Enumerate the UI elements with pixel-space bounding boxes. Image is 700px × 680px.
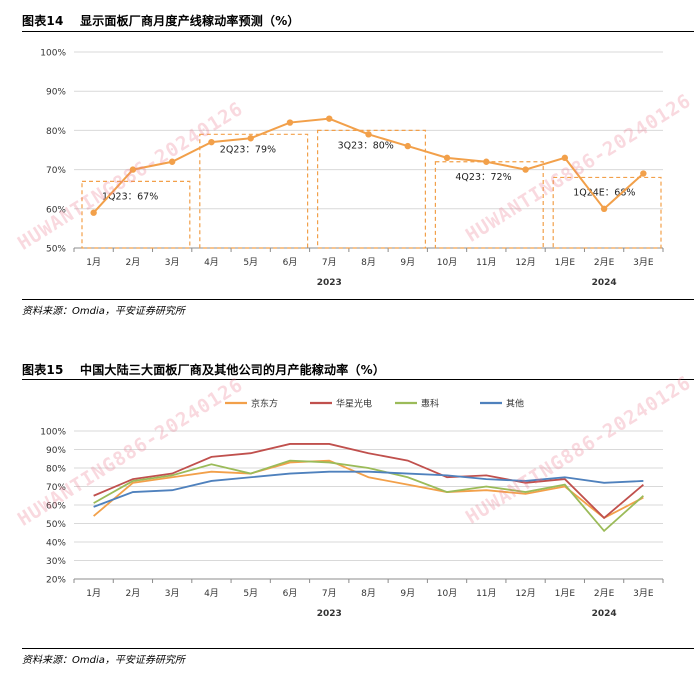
quarter-box <box>199 133 309 249</box>
y-tick-label: 40% <box>46 539 66 549</box>
y-tick-label: 70% <box>46 483 66 493</box>
legend-label: 其他 <box>506 398 524 410</box>
year-label: 2023 <box>317 609 342 619</box>
x-tick-label: 12月 <box>515 588 535 599</box>
x-tick-label: 6月 <box>283 588 298 599</box>
series-point <box>326 115 333 122</box>
x-tick-label: 9月 <box>400 257 415 268</box>
series-point <box>404 142 411 150</box>
y-tick-label: 80% <box>46 127 66 137</box>
x-tick-label: 4月 <box>204 588 219 599</box>
chart-15-china-makers-utilization: 20% 30% 40% 50% 60% 70% 80% 90% 100% 1月 2月 3月 4月 5月 6月… <box>40 398 664 619</box>
x-tick-label: 1月 <box>86 257 101 268</box>
x-tick-label: 2月E <box>594 257 615 268</box>
x-tick-label: 3月E <box>633 257 654 268</box>
quarter-box <box>552 176 662 249</box>
x-tick-label: 8月 <box>361 257 376 268</box>
quarter-box <box>434 161 544 249</box>
legend-label: 京东方 <box>251 398 278 410</box>
x-tick-label: 2月 <box>126 588 141 599</box>
quarter-box <box>81 180 191 249</box>
series-point <box>286 119 294 126</box>
year-label: 2023 <box>317 278 342 288</box>
y-tick-label: 20% <box>46 576 66 586</box>
x-tick-label: 11月 <box>476 588 496 599</box>
x-tick-label: 5月 <box>243 588 258 599</box>
figure-14-title: 图表14 显示面板厂商月度产线稼动率预测（%） <box>22 12 300 29</box>
y-tick-label: 60% <box>46 205 66 215</box>
y-tick-label: 50% <box>46 520 66 530</box>
figure-14-title-text: 显示面板厂商月度产线稼动率预测（%） <box>80 14 300 28</box>
x-tick-label: 7月 <box>322 257 337 268</box>
y-tick-label: 100% <box>40 49 66 59</box>
series-point <box>365 131 372 138</box>
figure-14-source-rule <box>22 299 694 300</box>
x-tick-label: 6月 <box>283 257 298 268</box>
x-tick-label: 9月 <box>400 588 415 599</box>
figure-14: 图表14 显示面板厂商月度产线稼动率预测（%） 50% 60% 70% 80% 90% 10… <box>0 0 700 330</box>
x-tick-label: 8月 <box>361 588 376 599</box>
series-point <box>247 135 254 142</box>
x-tick-label: 11月 <box>476 257 496 268</box>
series-point <box>640 170 647 177</box>
series-point <box>208 138 215 146</box>
year-label: 2024 <box>592 609 617 619</box>
series-line <box>93 459 644 520</box>
y-tick-label: 30% <box>46 557 66 567</box>
x-tick-label: 2月 <box>126 257 141 268</box>
y-tick-label: 90% <box>46 446 66 456</box>
quarter-box-label: 4Q23：72% <box>455 172 511 183</box>
x-tick-label: 1月 <box>86 588 101 599</box>
x-tick-label: 10月 <box>437 588 457 599</box>
series-point <box>129 166 137 173</box>
y-tick-label: 50% <box>46 245 66 255</box>
figure-15-source: 资料来源：Omdia，平安证券研究所 <box>22 655 185 666</box>
series-line <box>93 443 644 520</box>
chart-14-utilization-forecast: 50% 60% 70% 80% 90% 100% 1月 2月 3月 4月 5月 6月 7月 8月 9月 10月… <box>40 49 664 288</box>
y-tick-label: 60% <box>46 502 66 512</box>
figure-15-label: 图表15 <box>22 363 64 377</box>
figure-15: 图表15 中国大陆三大面板厂商及其他公司的月产能稼动率（%） 20% 30% 40% 5… <box>0 350 700 679</box>
quarter-box-label: 1Q23：67% <box>102 191 158 202</box>
x-tick-label: 5月 <box>243 257 258 268</box>
x-tick-label: 3月 <box>165 588 180 599</box>
y-tick-label: 90% <box>46 88 66 98</box>
quarter-box-label: 2Q23：79% <box>220 144 276 155</box>
year-label: 2024 <box>592 278 617 288</box>
figure-14-label: 图表14 <box>22 14 64 28</box>
series-point <box>522 166 529 173</box>
series-point <box>483 158 490 165</box>
x-tick-label: 10月 <box>437 257 457 268</box>
figure-15-title: 图表15 中国大陆三大面板厂商及其他公司的月产能稼动率（%） <box>22 361 385 378</box>
x-tick-label: 1月E <box>555 257 576 268</box>
figure-14-source: 资料来源：Omdia，平安证券研究所 <box>22 306 185 317</box>
x-tick-label: 12月 <box>515 257 535 268</box>
x-tick-label: 7月 <box>322 588 337 599</box>
y-tick-label: 80% <box>46 465 66 475</box>
quarter-box-label: 1Q24E：68% <box>573 187 635 198</box>
series-point <box>443 154 451 162</box>
quarter-box <box>317 129 427 249</box>
figure-14-title-rule <box>22 31 694 32</box>
x-tick-label: 3月 <box>165 257 180 268</box>
x-tick-label: 1月E <box>555 588 576 599</box>
series-line <box>93 459 644 533</box>
series-line <box>93 470 644 508</box>
y-tick-label: 100% <box>40 428 66 438</box>
figure-15-source-rule <box>22 648 694 649</box>
x-tick-label: 3月E <box>633 588 654 599</box>
legend-label: 惠科 <box>421 398 439 410</box>
y-tick-label: 70% <box>46 166 66 176</box>
figure-15-title-rule <box>22 379 694 380</box>
x-tick-label: 4月 <box>204 257 219 268</box>
quarter-box-label: 3Q23：80% <box>338 140 394 151</box>
series-point <box>600 205 608 212</box>
figure-15-title-text: 中国大陆三大面板厂商及其他公司的月产能稼动率（%） <box>80 363 386 377</box>
series-point <box>90 209 97 216</box>
series-point <box>561 154 569 162</box>
series-point <box>168 158 176 165</box>
x-tick-label: 2月E <box>594 588 615 599</box>
legend-label: 华星光电 <box>336 398 372 410</box>
